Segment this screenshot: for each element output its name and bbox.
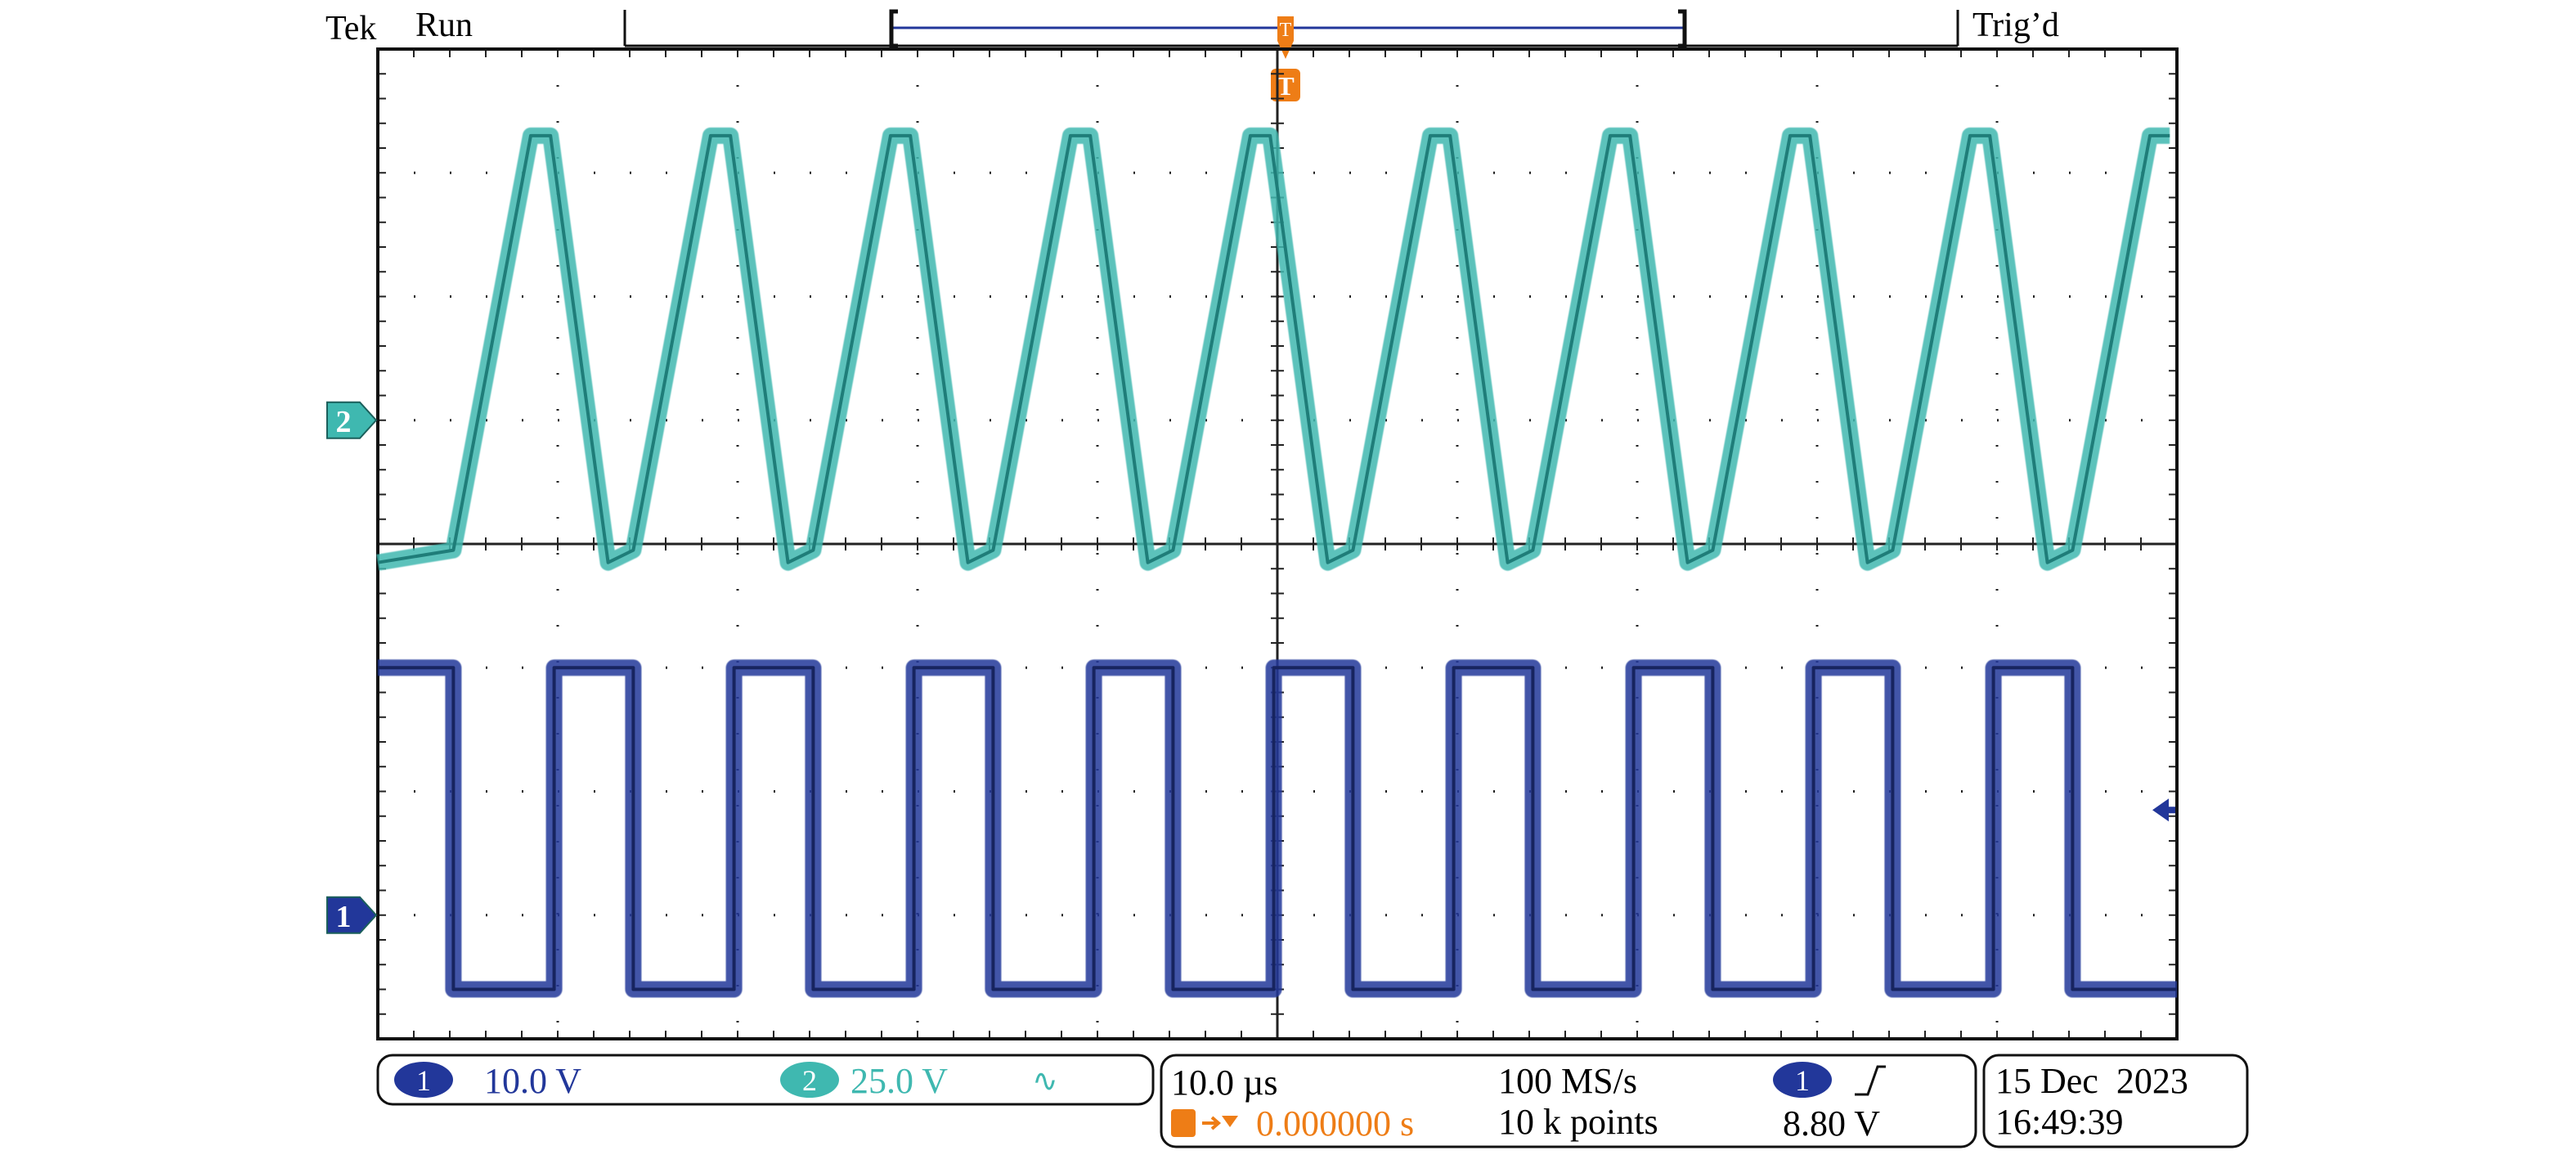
run-status: Run (415, 7, 473, 44)
trigger-level: 8.80 V (1783, 1103, 1880, 1144)
trigger-position-readout-icon (1171, 1109, 1238, 1137)
waveform-traces (376, 127, 2177, 998)
brand-label: Tek (325, 10, 376, 47)
ch1-trace-band (378, 659, 2177, 998)
trigger-position-top-icon: T (1277, 16, 1294, 59)
trigger-marker-letter-top: T (1280, 20, 1292, 41)
ch1-number: 1 (416, 1064, 431, 1097)
trigger-position-value: 0.000000 s (1256, 1103, 1414, 1144)
ch2-scale: 25.0 V (850, 1061, 948, 1101)
trigger-state: Trig’d (1972, 7, 2059, 44)
time-label: 16:49:39 (1995, 1102, 2123, 1142)
ch1-ground-marker-label: 1 (336, 900, 352, 934)
rising-edge-icon (1855, 1065, 1886, 1096)
timebase-scale: 10.0 µs (1171, 1063, 1277, 1103)
header-bar: Tek Run Trig’d T T (325, 7, 2059, 101)
trigger-level-arrow-icon[interactable] (2152, 798, 2175, 822)
graticule-frame (376, 47, 2179, 1040)
ch2-badge (780, 1062, 839, 1098)
datetime-panel: 15 Dec 2023 16:49:39 (1982, 1054, 2249, 1148)
ch2-bandwidth-icon: ∿ (1032, 1064, 1058, 1099)
trigger-marker-letter: T (1277, 71, 1294, 101)
channel-markers: 21 (326, 401, 2175, 934)
ch1-ground-marker[interactable]: 1 (326, 896, 378, 934)
ch2-number: 2 (802, 1064, 817, 1097)
record-length: 10 k points (1498, 1102, 1658, 1142)
ch2-ground-marker[interactable]: 2 (326, 401, 378, 439)
date-label: 15 Dec 2023 (1995, 1061, 2188, 1101)
sample-rate: 100 MS/s (1498, 1061, 1637, 1101)
trigger-source-badge (1773, 1062, 1832, 1098)
ch1-trace (378, 666, 2177, 991)
vertical-settings-panel: 1 10.0 V 2 25.0 V ∿ (376, 1054, 1155, 1106)
ch2-ground-marker-label: 2 (336, 405, 352, 439)
ch2-trace (377, 133, 2170, 564)
trigger-source: 1 (1795, 1064, 1810, 1097)
ch1-scale: 10.0 V (484, 1061, 581, 1101)
horizontal-trigger-panel: 10.0 µs 0.000000 s 100 MS/s 10 k points … (1160, 1054, 1977, 1148)
ch1-badge (394, 1062, 453, 1098)
